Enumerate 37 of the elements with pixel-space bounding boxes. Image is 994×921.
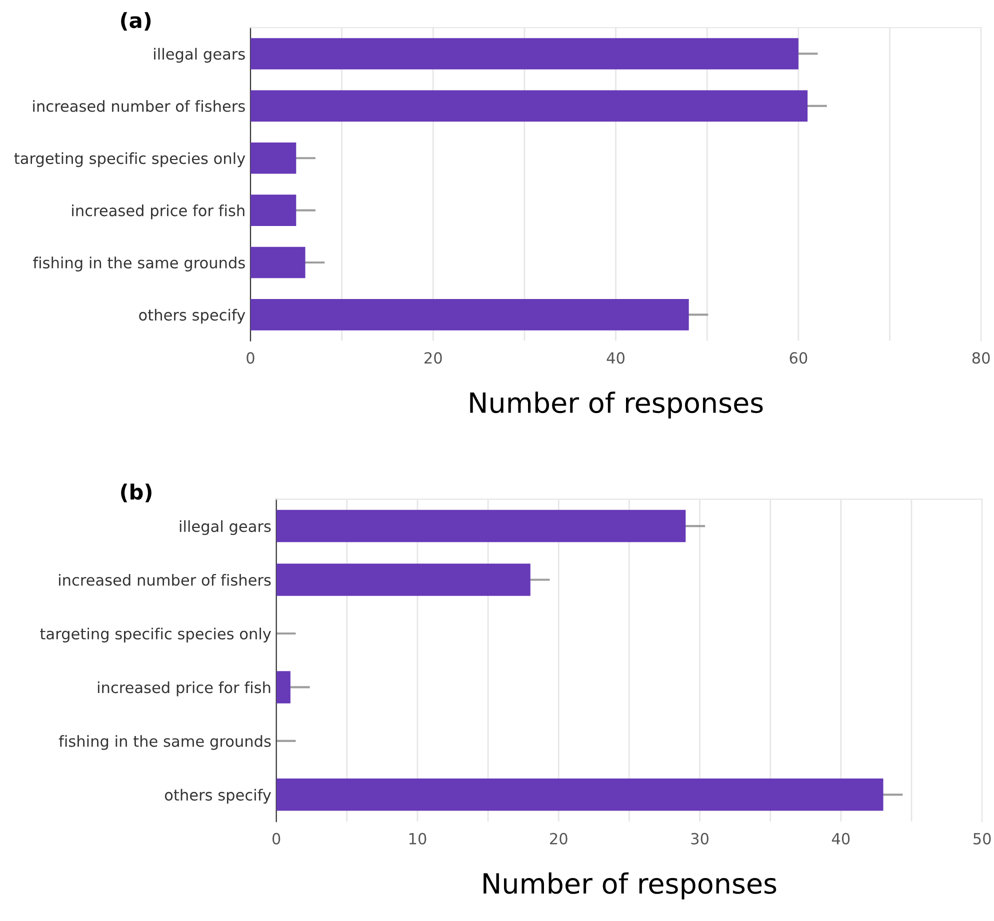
x-tick-label: 0 <box>272 832 280 844</box>
bar <box>250 142 296 174</box>
y-tick-label: increased number of fishers <box>33 100 245 112</box>
bar <box>250 90 808 122</box>
y-tick-label: fishing in the same grounds <box>58 735 271 750</box>
bar <box>276 564 530 596</box>
x-tick-label: 20 <box>424 352 442 364</box>
bar <box>250 38 798 70</box>
x-tick-label: 40 <box>832 832 850 844</box>
y-tick-label: increased number of fishers <box>59 574 271 586</box>
bar <box>250 246 306 278</box>
y-tick-label: illegal gears <box>180 520 271 536</box>
y-tick-label: fishing in the same grounds <box>33 256 245 272</box>
y-tick-label: increased price for fish <box>72 204 244 220</box>
x-tick-label: 80 <box>972 352 990 364</box>
bar <box>250 194 296 226</box>
y-tick-label: illegal gears <box>154 48 245 63</box>
chart-title: (a) <box>121 12 151 31</box>
y-tick-label: targeting specific species only <box>40 628 272 642</box>
x-tick-label: 0 <box>246 352 254 364</box>
y-tick-label: others specify <box>164 788 272 804</box>
bar <box>276 671 290 704</box>
bar <box>276 778 884 811</box>
x-tick-label: 60 <box>790 352 808 364</box>
x-tick-label: 20 <box>550 832 568 844</box>
chart-title: (b) <box>121 484 152 502</box>
x-tick-label: 50 <box>974 832 991 844</box>
x-axis-title: Number of responses <box>484 872 776 900</box>
x-tick-label: 40 <box>606 352 624 364</box>
x-tick-label: 30 <box>691 832 708 844</box>
y-tick-label: increased price for fish <box>98 681 270 696</box>
x-tick-label: 10 <box>409 832 426 844</box>
bar <box>250 299 689 330</box>
bar <box>276 510 686 542</box>
y-tick-label: targeting specific species only <box>14 152 246 168</box>
y-tick-label: others specify <box>139 308 246 324</box>
x-axis-title: Number of responses <box>470 392 763 419</box>
